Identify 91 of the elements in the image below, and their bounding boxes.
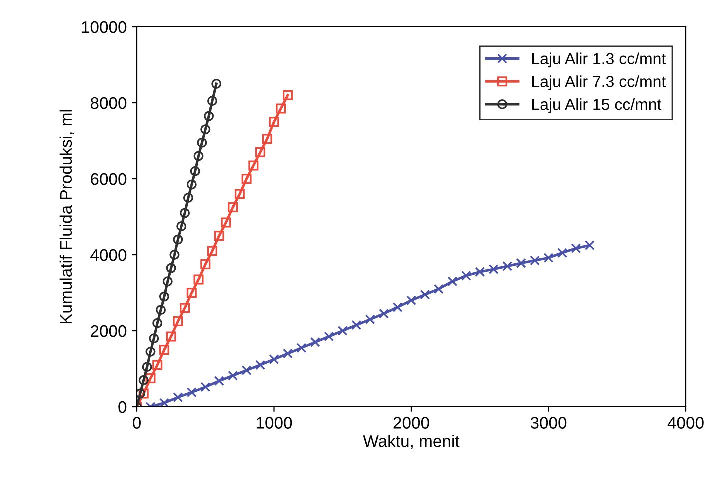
point [392,302,403,312]
x-tick-label: 1000 [256,417,292,429]
point [420,290,430,300]
x-tick-label: 2000 [394,417,430,429]
point [338,326,348,336]
point [269,117,280,127]
point [234,189,245,200]
y-tick-label: 0 [118,401,127,414]
point [197,138,208,148]
point [242,174,252,184]
point [162,276,173,287]
point [365,314,376,325]
y-tick-label: 10000 [82,21,127,34]
y-tick-label: 6000 [91,173,127,186]
legend-label: Laju Alir 15 cc/mnt [532,98,662,114]
point [170,250,180,260]
point [152,360,163,370]
point [282,348,293,359]
point [207,96,218,106]
point [194,151,204,162]
point [269,354,280,364]
point [448,276,458,287]
point [242,366,252,376]
legend-label: Laju Alir 1.3 cc/mnt [532,52,666,68]
point [584,240,595,250]
point [166,332,176,342]
point [194,274,204,285]
point [296,343,307,354]
point [159,292,170,302]
point [207,246,218,256]
point [228,370,238,381]
point [142,362,152,372]
point [461,270,472,281]
point [146,346,156,357]
point [146,374,156,384]
point [214,231,224,241]
point [276,104,286,114]
point [176,222,187,232]
point [434,284,444,294]
point [221,218,232,228]
y-tick-label: 8000 [90,97,127,110]
x-axis-title: Waktu, menit [363,435,460,450]
point [186,180,197,190]
point [152,318,163,328]
point [475,267,486,278]
point [159,398,170,407]
x-tick-label: 0 [133,417,141,429]
point [138,375,149,386]
point [173,234,184,245]
y-tick-label: 4000 [90,249,127,262]
point [180,303,190,314]
y-tick-label: 2000 [91,325,127,338]
point [502,261,513,272]
point [166,263,176,274]
point [200,382,211,392]
point [186,388,197,398]
point [282,90,293,100]
point [200,124,211,135]
point [190,166,200,176]
point [262,134,272,144]
x-tick-label: 3000 [530,417,567,429]
point [557,248,568,258]
point [530,256,540,266]
legend-label: Laju Alir 7.3 cc/mnt [532,76,666,91]
point [149,334,160,344]
point [544,253,554,264]
point [310,337,320,348]
point [173,316,184,326]
point [204,111,214,122]
point [379,308,390,319]
point [186,288,197,298]
x-tick-label: 4000 [668,417,704,429]
point [571,244,582,254]
point [488,264,499,274]
point [200,260,211,270]
point [183,193,194,203]
point [406,296,416,306]
point [180,208,190,218]
point [256,147,266,158]
point [159,345,170,355]
point [352,320,362,330]
point [228,202,238,212]
point [516,258,526,268]
point [212,79,222,89]
point [214,376,224,386]
point [324,332,334,342]
point [156,305,166,316]
point [248,160,259,171]
point [173,392,184,402]
point [256,360,266,370]
y-axis-title: Kumulatif Fluida Produksi, ml [60,110,74,324]
